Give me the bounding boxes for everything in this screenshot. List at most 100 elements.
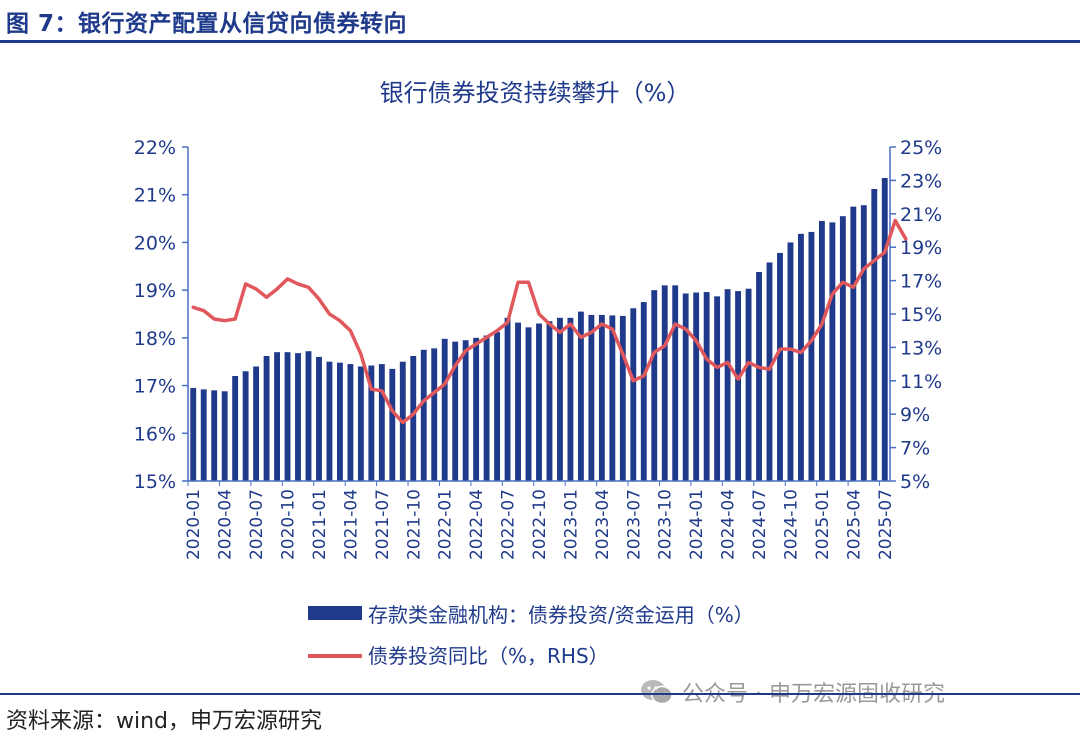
bar [462,340,469,481]
x-tick-label: 2023-04 [593,489,613,560]
bar [682,293,689,481]
x-tick-label: 2020-10 [279,489,299,560]
bar [881,178,888,481]
bar [305,351,312,481]
bar [567,317,574,481]
bar [274,352,280,481]
right-tick-label: 9% [900,404,930,426]
left-tick-label: 20% [134,232,176,254]
bottom-rule [0,693,1080,695]
x-tick-label: 2020-01 [184,489,204,560]
bar [253,366,260,481]
left-tick-label: 22% [134,137,176,159]
bar [420,349,427,481]
right-tick-label: 5% [900,471,930,493]
bar [619,315,626,481]
x-tick-label: 2020-04 [216,489,236,560]
left-tick-label: 16% [134,423,176,445]
bar [546,321,553,481]
bar [242,371,249,481]
bar [357,366,364,481]
bar [504,317,511,481]
x-tick-label: 2024-01 [687,489,707,560]
bar [735,291,742,481]
right-tick-label: 23% [900,170,942,192]
bar [441,338,448,481]
left-tick-label: 17% [134,376,176,398]
legend-bar-label: 存款类金融机构：债券投资/资金运用（%） [368,603,754,627]
source-note: 资料来源：wind，申万宏源研究 [6,709,323,734]
watermark-text: 公众号 · 申万宏源固收研究 [682,682,945,707]
bar [232,376,239,481]
bar [703,292,710,481]
figure-title: 图 7：银行资产配置从信贷向债券转向 [6,11,408,37]
x-tick-label: 2025-04 [844,489,864,560]
x-tick-label: 2021-01 [310,489,330,560]
bar [284,352,291,481]
axes: 15% 16% 17% 18% 19% 20% 21% 22% 5% 7% 9% 11% 13% 15% 1… [134,137,942,560]
bar [839,216,846,481]
line-series [191,218,908,425]
x-tick-label: 2023-01 [561,489,581,560]
bar [515,322,521,481]
bar [798,233,804,481]
x-tick-label: 2020-07 [247,489,267,560]
x-tick-label: 2025-01 [813,489,833,560]
x-tick-label: 2023-07 [624,489,644,560]
bar [850,206,857,481]
bar [221,391,228,481]
right-tick-label: 15% [900,304,942,326]
bar [672,285,679,481]
right-tick-label: 13% [900,337,942,359]
bar [860,205,867,481]
legend-line-label: 债券投资同比（%，RHS） [368,644,609,668]
x-tick-label: 2024-07 [750,489,770,560]
bar [714,296,721,481]
bar [651,290,658,481]
x-tick-label: 2021-10 [404,489,424,560]
bar [787,242,794,481]
line-path [191,218,908,425]
legend: 存款类金融机构：债券投资/资金运用（%） 债券投资同比（%，RHS） [308,603,754,668]
bar [389,368,396,481]
bar [316,356,322,481]
x-tick-label: 2021-04 [341,489,361,560]
right-tick-label: 19% [900,237,942,259]
bar [211,390,218,481]
bar [766,262,773,481]
x-tick-label: 2023-10 [656,489,676,560]
bar [263,355,270,481]
chart-title: 银行债券投资持续攀升（%） [380,79,691,107]
left-tick-label: 15% [134,471,176,493]
right-tick-label: 17% [900,271,942,293]
bar [724,289,731,481]
bar [756,272,762,481]
left-tick-label: 18% [134,328,176,350]
x-tick-label: 2024-04 [719,489,739,560]
bar [190,387,197,481]
bar [326,361,333,481]
x-tick-label: 2024-10 [781,489,801,560]
x-tick-label: 2022-07 [499,489,519,560]
x-tick-label: 2025-07 [876,489,896,560]
right-tick-label: 7% [900,438,930,460]
bar [661,285,668,481]
bar [630,308,637,481]
bar [473,337,480,481]
top-rule [0,40,1080,43]
bar-series [190,178,888,482]
bar [368,365,375,481]
legend-bar-swatch [308,606,362,620]
bar [494,332,501,481]
x-tick-label: 2022-01 [436,489,456,560]
bar [777,252,783,481]
bar [829,222,836,481]
bar [609,315,616,481]
bar [336,362,343,481]
x-tick-label: 2022-04 [467,489,487,560]
chart-canvas: 银行债券投资持续攀升（%） 15% 16% 17% 18% 19% 20% 21% 22% 5%… [134,79,942,668]
wechat-icon [640,679,674,705]
bar [525,327,532,481]
bar [871,188,878,482]
bar [295,353,301,481]
